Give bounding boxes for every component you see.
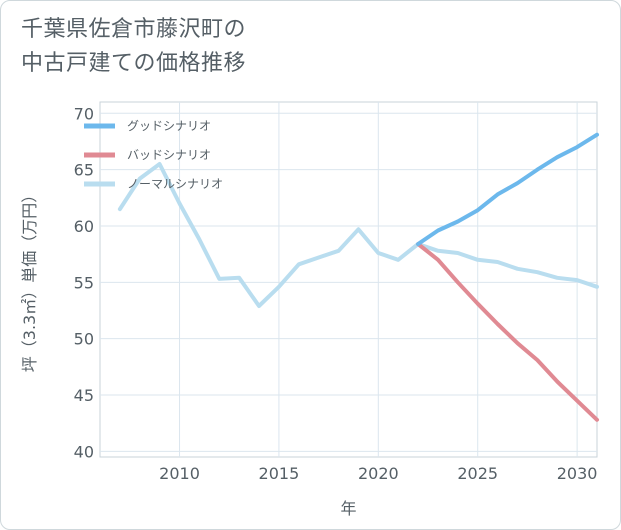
legend-label-1: グッドシナリオ	[127, 119, 211, 133]
x-axis-title: 年	[340, 499, 356, 518]
y-tick-label: 45	[74, 386, 94, 405]
plot-frame	[99, 101, 598, 458]
y-tick-label: 65	[74, 161, 94, 180]
legend-label-2: バッドシナリオ	[127, 148, 211, 162]
y-axis-title: 坪（3.3㎡）単価（万円）	[20, 187, 39, 372]
chart-title-line-2: 中古戸建ての価格推移	[21, 51, 247, 76]
series-line-3	[117, 162, 599, 308]
x-tick-label: 2010	[159, 464, 200, 483]
y-tick-label: 40	[74, 442, 94, 461]
x-tick-label: 2030	[557, 464, 598, 483]
y-tick-label: 50	[74, 330, 94, 349]
series-line-1	[416, 132, 599, 246]
x-tick-label: 2020	[358, 464, 399, 483]
legend-label-3: ノーマルシナリオ	[127, 177, 223, 191]
y-tick-label: 55	[74, 273, 94, 292]
series-line-2	[416, 242, 599, 422]
y-tick-label: 70	[74, 104, 94, 123]
chart-title-line-1: 千葉県佐倉市藤沢町の	[21, 17, 247, 42]
x-tick-label: 2015	[259, 464, 300, 483]
y-tick-label: 60	[74, 217, 94, 236]
x-tick-label: 2025	[457, 464, 498, 483]
chart-title: 千葉県佐倉市藤沢町の 中古戸建ての価格推移	[21, 13, 321, 81]
